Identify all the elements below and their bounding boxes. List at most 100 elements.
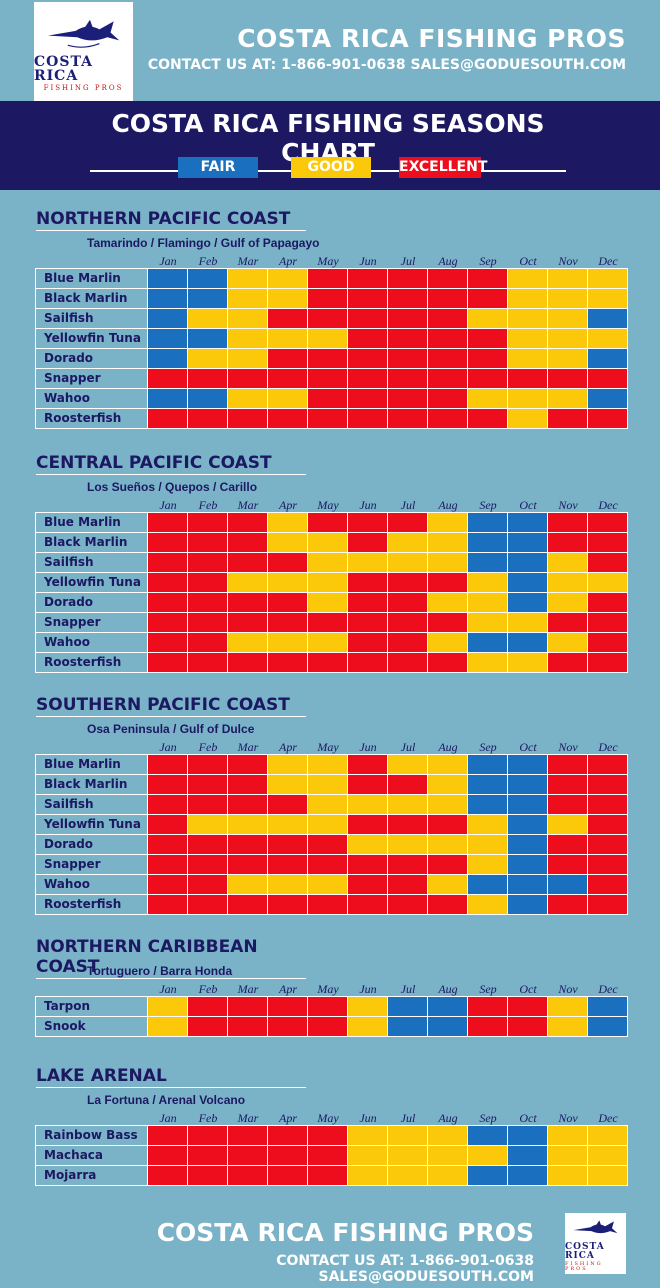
month-label: Nov (558, 982, 578, 996)
season-cell-excellent (588, 613, 627, 632)
season-cell-excellent (308, 1017, 348, 1036)
season-cell-fair (508, 755, 548, 774)
season-cell-excellent (308, 835, 348, 854)
footer-logo: COSTA RICA FISHING PROS (565, 1213, 626, 1274)
fish-row: Roosterfish (36, 653, 627, 672)
season-cell-excellent (148, 795, 188, 814)
season-cell-excellent (188, 1146, 228, 1165)
fish-row: Black Marlin (36, 533, 627, 553)
season-cell-good (548, 593, 588, 612)
season-cell-excellent (548, 835, 588, 854)
season-cell-excellent (228, 1017, 268, 1036)
season-cell-excellent (228, 895, 268, 914)
season-cell-excellent (348, 815, 388, 834)
season-cell-excellent (348, 289, 388, 308)
season-cell-excellent (228, 409, 268, 428)
season-cell-excellent (468, 329, 508, 348)
season-cell-good (428, 1126, 468, 1145)
brand-contact[interactable]: CONTACT US AT: 1-866-901-0638 SALES@GODU… (147, 57, 626, 73)
month-label: Oct (519, 254, 537, 268)
season-cell-excellent (588, 513, 627, 532)
season-cell-excellent (268, 593, 308, 612)
season-cell-excellent (348, 309, 388, 328)
season-cell-excellent (148, 1126, 188, 1145)
season-cell-fair (468, 775, 508, 794)
marlin-icon (47, 19, 120, 48)
season-cell-excellent (388, 329, 428, 348)
season-cell-excellent (428, 389, 468, 408)
season-cell-good (348, 553, 388, 572)
season-cell-excellent (548, 613, 588, 632)
season-cell-excellent (468, 1017, 508, 1036)
season-cell-good (268, 815, 308, 834)
month-label: Jun (359, 740, 377, 754)
season-cell-good (268, 289, 308, 308)
month-label: Mar (237, 740, 259, 754)
season-cell-fair (388, 1017, 428, 1036)
month-label: Jul (400, 498, 416, 512)
month-label: Feb (198, 740, 218, 754)
season-cell-excellent (308, 997, 348, 1016)
logo-text-main: COSTA RICA (565, 1241, 605, 1261)
season-cell-good (308, 775, 348, 794)
season-cell-good (308, 573, 348, 592)
fish-label: Black Marlin (36, 533, 148, 552)
season-cell-good (548, 269, 588, 288)
month-label: Sep (479, 982, 497, 996)
season-cell-good (548, 349, 588, 368)
logo-text-sub: FISHING PROS (43, 84, 124, 93)
legend-good: GOOD (291, 157, 371, 178)
season-cell-excellent (228, 835, 268, 854)
season-cell-good (348, 795, 388, 814)
season-cell-excellent (588, 533, 627, 552)
month-label: Jan (159, 1111, 177, 1125)
fish-row: Wahoo (36, 633, 627, 653)
season-cell-excellent (588, 553, 627, 572)
season-cell-fair (588, 1017, 627, 1036)
season-cell-excellent (268, 309, 308, 328)
legend-excellent: EXCELLENT (399, 157, 487, 178)
season-cell-good (508, 329, 548, 348)
season-cell-fair (468, 755, 508, 774)
season-cell-excellent (228, 997, 268, 1016)
season-cell-excellent (148, 855, 188, 874)
season-cell-excellent (148, 1146, 188, 1165)
season-cell-excellent (548, 755, 588, 774)
season-cell-good (228, 875, 268, 894)
season-cell-excellent (548, 775, 588, 794)
season-cell-good (428, 1166, 468, 1185)
season-cell-excellent (388, 593, 428, 612)
season-cell-good (428, 775, 468, 794)
season-cell-excellent (148, 835, 188, 854)
month-label: Jan (159, 740, 177, 754)
season-cell-fair (148, 269, 188, 288)
fish-label: Blue Marlin (36, 269, 148, 288)
month-label: Jan (159, 254, 177, 268)
fish-row: Dorado (36, 349, 627, 369)
season-cell-good (428, 795, 468, 814)
season-cell-excellent (228, 775, 268, 794)
fish-row: Mojarra (36, 1166, 627, 1185)
month-label: May (317, 498, 339, 512)
season-cell-good (428, 513, 468, 532)
season-cell-good (388, 553, 428, 572)
section-title: NORTHERN PACIFIC COAST (36, 209, 306, 231)
season-cell-excellent (228, 369, 268, 388)
season-cell-fair (548, 875, 588, 894)
season-cell-excellent (468, 369, 508, 388)
season-cell-good (228, 815, 268, 834)
season-cell-fair (588, 997, 627, 1016)
season-cell-excellent (348, 755, 388, 774)
season-cell-good (548, 1146, 588, 1165)
footer-contact[interactable]: CONTACT US AT: 1-866-901-0638 SALES@GODU… (276, 1253, 534, 1285)
season-cell-excellent (228, 795, 268, 814)
season-cell-excellent (148, 875, 188, 894)
footer-brand: COSTA RICA FISHING PROS CONTACT US AT: 1… (120, 1218, 534, 1285)
season-cell-excellent (348, 349, 388, 368)
fish-label: Sailfish (36, 309, 148, 328)
season-cell-excellent (428, 573, 468, 592)
month-label: Sep (479, 740, 497, 754)
season-cell-fair (508, 815, 548, 834)
fish-row: Dorado (36, 835, 627, 855)
season-cell-good (548, 1166, 588, 1185)
